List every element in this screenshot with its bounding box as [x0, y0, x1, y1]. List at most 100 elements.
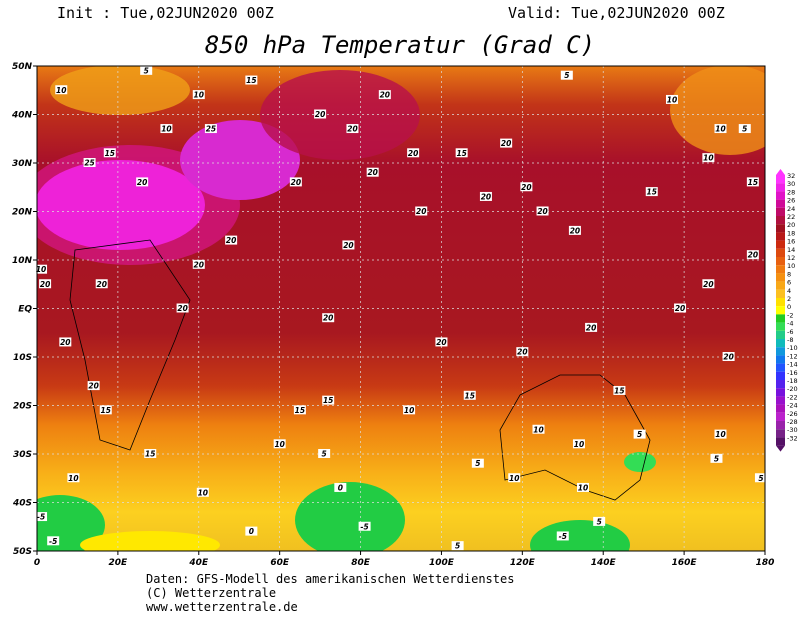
contour-label: 20: [343, 241, 353, 250]
contour-label: 20: [517, 348, 527, 357]
contour-label-box: [342, 240, 355, 250]
contour-label: 15: [145, 450, 155, 459]
colorbar-swatch: [776, 207, 785, 216]
contour-label-box: [746, 250, 759, 260]
contour-label-box: [754, 473, 767, 483]
contour-label: 0: [249, 527, 254, 536]
contour-label: 5: [758, 474, 763, 483]
contour-label: 5: [475, 459, 480, 468]
contour-label-box: [738, 124, 751, 134]
contour-label: 20: [570, 226, 580, 235]
contour-label: 20: [481, 192, 491, 201]
colorbar-swatch: [776, 199, 785, 208]
contour-label-box: [613, 385, 626, 395]
contour-label: 20: [137, 178, 147, 187]
contour-label: 10: [509, 474, 519, 483]
contour-label: 20: [291, 178, 301, 187]
colorbar-swatch: [776, 298, 785, 307]
colorbar-label: 0: [787, 303, 791, 311]
lat-tick-label: 20S: [13, 402, 32, 412]
contour-label-box: [714, 429, 727, 439]
contour-label-box: [293, 405, 306, 415]
contour-label: 25: [84, 159, 94, 168]
contour-label-box: [665, 94, 678, 104]
contour-label-box: [710, 453, 723, 463]
contour-label-box: [532, 424, 545, 434]
axes: 0 20E 40E 60E 80E 100E 120E 140E 160E 180 50N 40N 30…: [11, 62, 774, 568]
contour-label-box: [560, 70, 573, 80]
contour-label-box: [520, 182, 533, 192]
colorbar-label: -20: [787, 385, 798, 393]
lon-tick-label: 120E: [510, 558, 536, 568]
contour-label-box: [702, 153, 715, 163]
contour-label-box: [463, 390, 476, 400]
contour-label-box: [245, 526, 258, 536]
colorbar: 32302826242220181614121086420-2-4-6-8-10…: [776, 169, 798, 452]
contour-label-box: [366, 167, 379, 177]
colorbar-label: 32: [787, 172, 795, 180]
contour-label-box: [471, 458, 484, 468]
colorbar-label: -8: [787, 336, 793, 344]
contour-label-box: [577, 482, 589, 492]
colorbar-swatch: [776, 380, 785, 389]
contour-label-box: [39, 279, 52, 289]
colorbar-swatch: [776, 437, 785, 446]
contour-label: 20: [380, 91, 390, 100]
contour-label-box: [585, 322, 598, 332]
contour-label: 10: [68, 474, 78, 483]
contour-label: 10: [533, 425, 543, 434]
colorbar-swatch: [776, 216, 785, 225]
contour-label-box: [516, 347, 529, 357]
contour-label-box: [192, 259, 205, 269]
contour-label: 10: [36, 265, 46, 274]
contour-label: 5: [742, 125, 747, 134]
contour-label-box: [225, 235, 238, 245]
colorbar-arrow-top: [776, 169, 785, 175]
contour-label: 10: [161, 125, 171, 134]
contour-label: 20: [703, 280, 713, 289]
colorbar-label: 22: [787, 213, 795, 221]
contour-label-box: [87, 381, 100, 391]
lon-tick-label: 60E: [270, 558, 290, 568]
lat-tick-label: 10N: [12, 256, 33, 266]
colorbar-swatch: [776, 224, 785, 233]
colorbar-label: 28: [787, 188, 795, 196]
contour-label: 10: [715, 430, 725, 439]
colorbar-swatch: [776, 232, 785, 241]
contour-labels: 10 5 10 15 10 25 25 15 20 20 20 20 20 20 20 20 15 15 10 10 -…: [35, 65, 767, 551]
colorbar-label: -32: [787, 434, 798, 442]
contour-label-box: [289, 177, 302, 187]
lat-tick-label: 50S: [13, 547, 32, 557]
contour-label-box: [508, 473, 521, 483]
colorbar-label: 18: [787, 229, 795, 237]
colorbar-label: 20: [787, 221, 795, 229]
contour-label-box: [415, 206, 428, 216]
colorbar-arrow-bottom: [776, 445, 785, 452]
contour-label: -5: [49, 537, 57, 546]
contour-label-box: [47, 536, 60, 546]
contour-label: 15: [295, 406, 305, 415]
colorbar-swatch: [776, 289, 785, 298]
footer-copyright: (C) Wetterzentrale: [146, 586, 276, 600]
contour-label-box: [378, 90, 391, 100]
contour-label-box: [702, 279, 715, 289]
contour-label-box: [273, 439, 286, 449]
colorbar-label: -12: [787, 352, 798, 360]
contour-label-box: [318, 449, 331, 458]
contour-label: 15: [246, 76, 256, 85]
contour-label-box: [403, 405, 416, 415]
colorbar-swatch: [776, 183, 785, 192]
contour-label: 20: [323, 314, 333, 323]
contour-label: 10: [574, 440, 584, 449]
contour-label-box: [144, 449, 157, 458]
contour-label-box: [722, 352, 735, 361]
colorbar-swatch: [776, 306, 785, 315]
map-title: 850 hPa Temperatur (Grad C): [205, 31, 595, 59]
contour-label: -5: [360, 522, 368, 531]
contour-label: 15: [748, 178, 758, 187]
colorbar-swatch: [776, 273, 785, 282]
contour-label: 25: [206, 125, 216, 134]
colorbar-swatch: [776, 191, 785, 200]
colorbar-label: 6: [787, 279, 791, 287]
contour-label-box: [99, 405, 112, 415]
